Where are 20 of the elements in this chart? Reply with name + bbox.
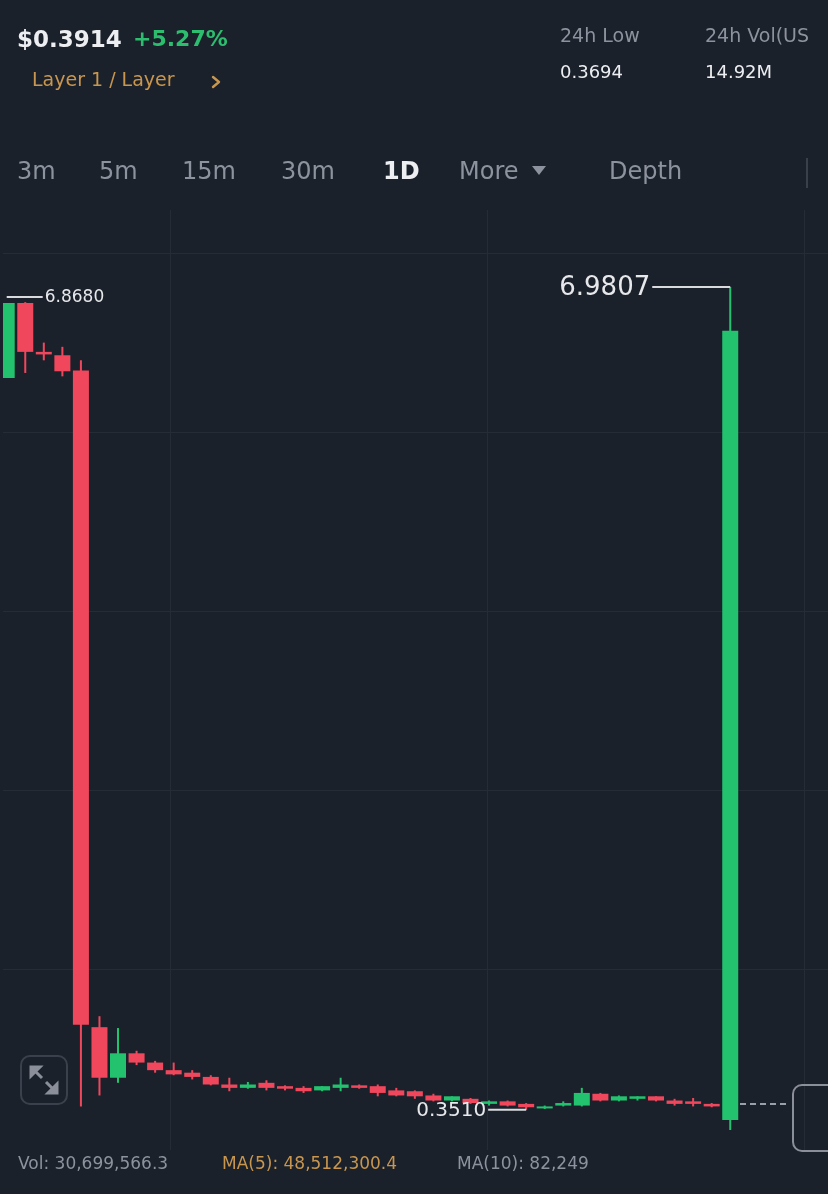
text: Vol: 30,699,566.3 — [18, 1153, 169, 1174]
text: 15m — [182, 157, 236, 186]
annotation: 6.8680 — [44, 286, 105, 307]
chart-title: $0.3914 — [17, 26, 122, 53]
text: 24h Vol(US — [705, 24, 810, 47]
text: 14.92M — [705, 61, 773, 83]
text: 1D — [383, 157, 420, 186]
text: 24h Low — [560, 24, 640, 47]
text: More — [459, 157, 519, 186]
text: MA(10): 82,249 — [457, 1153, 589, 1174]
text: 0.3694 — [560, 61, 623, 83]
annotation: 0.3510 — [416, 1096, 487, 1121]
text: +5.27% — [133, 26, 228, 52]
annotation: 6.9807 — [559, 270, 651, 301]
text: 5m — [99, 157, 138, 186]
text: 30m — [281, 157, 335, 186]
text: MA(5): 48,512,300.4 — [222, 1153, 398, 1174]
text: Depth — [609, 157, 683, 186]
chart-subtitle: Layer 1 / Layer — [32, 68, 175, 91]
text: 3m — [17, 157, 56, 186]
